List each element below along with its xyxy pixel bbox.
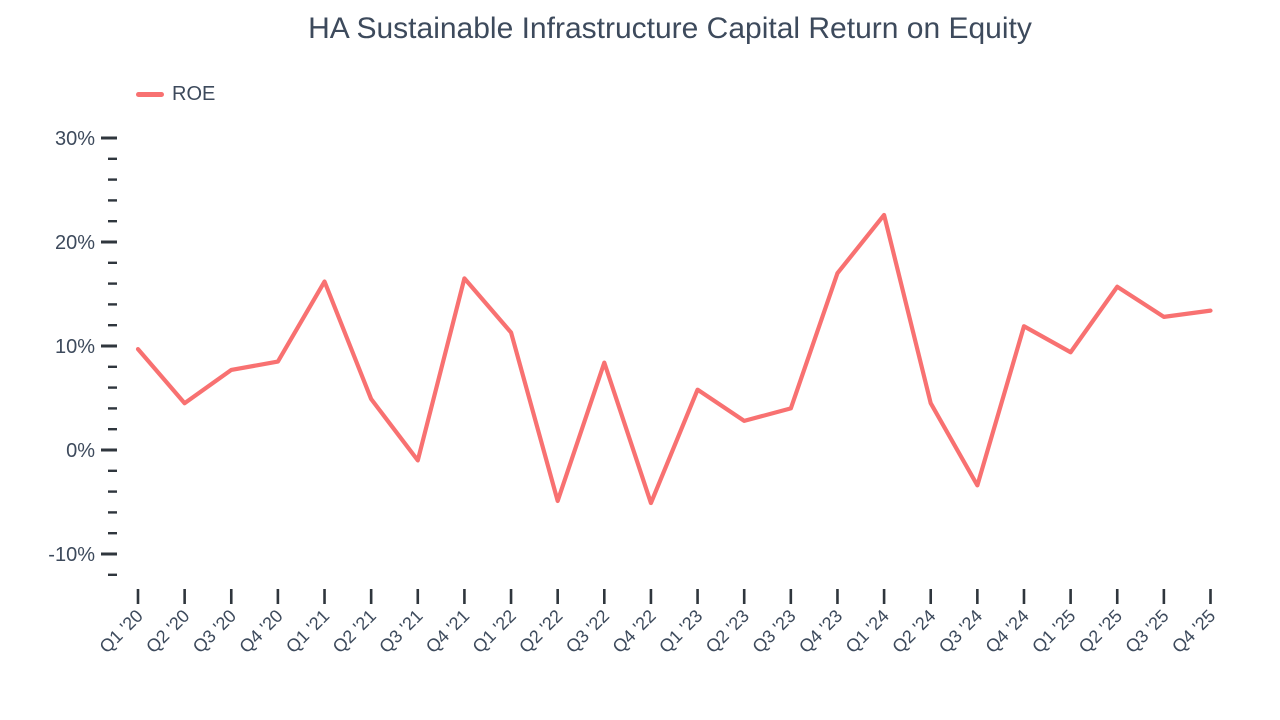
x-axis-tick-label: Q2 '22 [515,606,566,657]
x-axis-tick-label: Q3 '25 [1121,606,1172,657]
chart-title: HA Sustainable Infrastructure Capital Re… [308,12,1032,45]
y-axis-tick-label: 20% [55,232,95,254]
y-axis-tick-label: 0% [66,440,95,462]
x-axis-tick-label: Q3 '21 [375,606,426,657]
x-axis-tick-label: Q4 '24 [982,606,1033,657]
x-axis-tick-label: Q2 '25 [1075,606,1126,657]
y-axis-tick-label: 30% [55,128,95,150]
x-axis-tick-label: Q2 '23 [702,606,753,657]
legend: ROE [136,82,216,105]
x-axis-tick-label: Q4 '23 [795,606,846,657]
x-axis-tick-label: Q4 '20 [235,606,286,657]
x-axis-tick-label: Q2 '21 [329,606,380,657]
x-axis-tick-label: Q1 '23 [655,606,706,657]
y-axis-tick-label: 10% [55,336,95,358]
x-axis-tick-label: Q3 '20 [189,606,240,657]
x-axis-tick-label: Q3 '24 [935,606,986,657]
x-axis-tick-label: Q1 '25 [1028,606,1079,657]
roe-series-line [135,212,1213,506]
x-axis-tick-label: Q3 '23 [748,606,799,657]
x-axis-tick-label: Q3 '22 [562,606,613,657]
legend-series-label: ROE [172,82,216,105]
x-axis-tick-label: Q4 '25 [1168,606,1219,657]
y-axis-tick-label: -10% [48,544,95,566]
x-axis-tick-label: Q1 '21 [282,606,333,657]
x-axis-tick-label: Q4 '22 [609,606,660,657]
x-axis-tick-label: Q4 '21 [422,606,473,657]
x-axis-tick-label: Q1 '22 [469,606,520,657]
legend-line-swatch [136,91,164,97]
x-axis-tick-label: Q2 '24 [888,606,939,657]
x-axis-tick-label: Q2 '20 [142,606,193,657]
x-axis-tick-label: Q1 '24 [842,606,893,657]
x-axis-tick-label: Q1 '20 [96,606,147,657]
